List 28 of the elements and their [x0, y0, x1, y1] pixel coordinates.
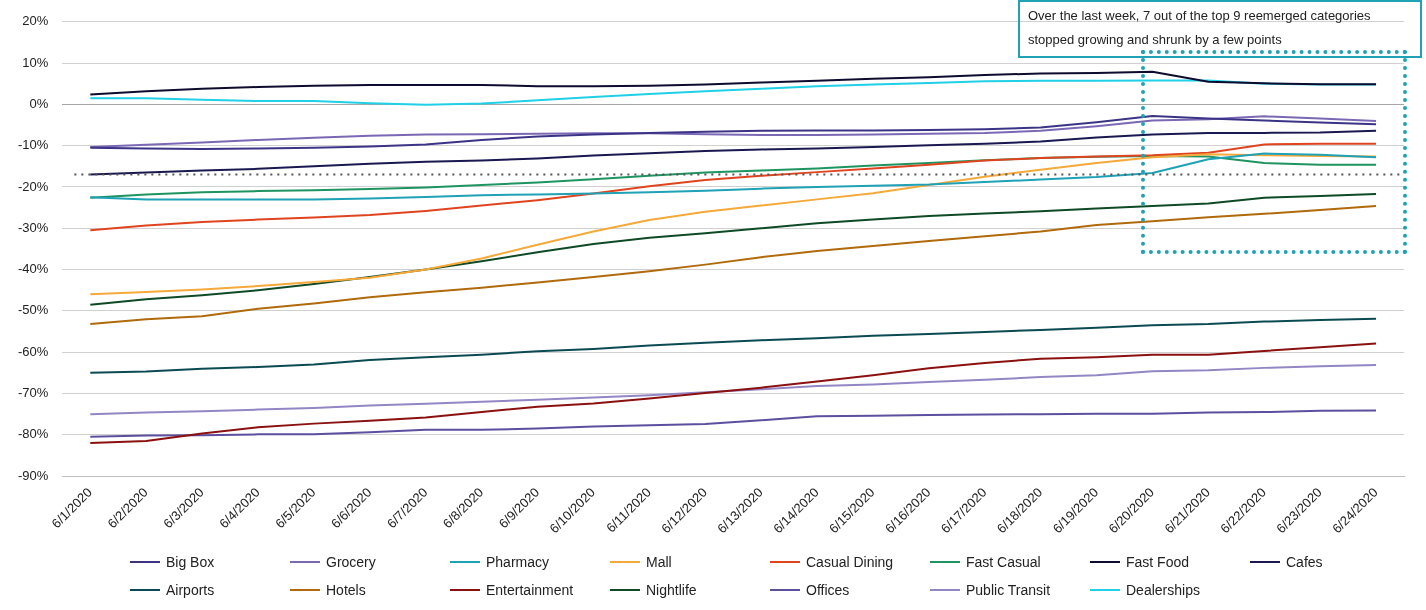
legend-label: Pharmacy	[486, 554, 550, 570]
legend-label: Mall	[646, 554, 672, 570]
y-tick-label: 0%	[29, 95, 49, 111]
y-tick-label: 20%	[22, 13, 49, 29]
y-tick-label: -30%	[17, 219, 49, 235]
y-tick-label: -20%	[17, 178, 49, 194]
legend-label: Grocery	[326, 554, 376, 570]
legend-label: Airports	[166, 582, 215, 598]
legend-label: Entertainment	[486, 582, 574, 598]
y-tick-label: -70%	[17, 385, 49, 401]
legend-label: Casual Dining	[806, 554, 894, 570]
legend-label: Public Transit	[966, 582, 1051, 598]
y-tick-label: -10%	[17, 137, 49, 153]
legend-label: Dealerships	[1126, 582, 1200, 598]
y-tick-label: -90%	[17, 467, 49, 483]
y-tick-label: -40%	[17, 261, 49, 277]
y-tick-label: -80%	[17, 426, 49, 442]
annotation: Over the last week, 7 out of the top 9 reemerged categories stopped growing and shrunk by a few points	[1018, 0, 1422, 58]
legend-label: Fast Casual	[966, 554, 1041, 570]
legend-label: Big Box	[166, 554, 215, 570]
legend-label: Nightlife	[646, 582, 697, 598]
legend-label: Fast Food	[1126, 554, 1190, 570]
y-tick-label: -50%	[17, 302, 49, 318]
y-tick-label: -60%	[17, 343, 49, 359]
legend-label: Cafes	[1286, 554, 1323, 570]
legend-label: Offices	[806, 582, 850, 598]
y-tick-label: 10%	[22, 54, 49, 70]
legend-label: Hotels	[326, 582, 366, 598]
